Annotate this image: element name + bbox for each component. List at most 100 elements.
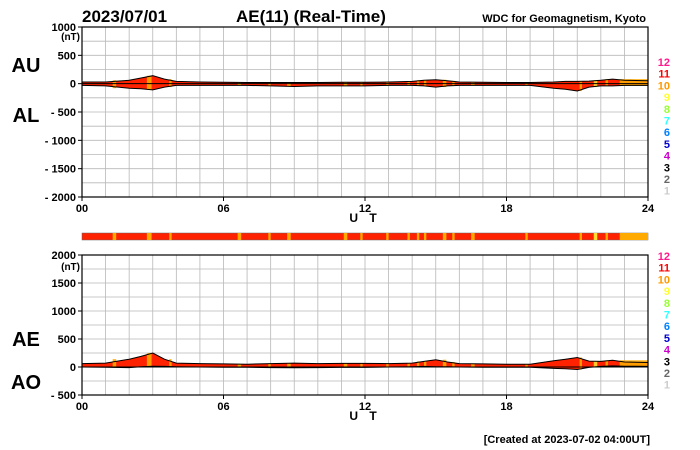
y-tick-label: - 500 — [51, 390, 76, 402]
station-count-label: 5 — [664, 139, 670, 151]
station-bar-block — [442, 233, 447, 240]
data-fill-band — [452, 361, 455, 367]
series-line-au — [82, 75, 649, 83]
data-fill-band — [169, 79, 172, 88]
station-bar-block — [169, 233, 172, 240]
data-fill-band — [169, 359, 172, 367]
data-fill-band — [146, 353, 152, 367]
y-tick-label: 500 — [58, 50, 76, 62]
station-bar-block — [343, 233, 348, 240]
station-bar-block — [360, 233, 363, 240]
station-count-label: 9 — [664, 92, 670, 104]
data-fill-band — [579, 357, 582, 370]
unit-label-bottom: (nT) — [61, 262, 80, 273]
data-fill-band — [593, 361, 598, 368]
x-tick-label: 00 — [76, 401, 88, 413]
data-fill-band — [386, 363, 389, 368]
station-count-label: 8 — [664, 104, 670, 116]
series-line-ae — [81, 352, 649, 365]
data-fill-band — [268, 363, 271, 368]
station-count-label: 12 — [658, 57, 670, 69]
y-tick-label: 0 — [70, 362, 76, 374]
x-tick-label: 06 — [217, 203, 229, 215]
station-bar-block — [619, 233, 648, 240]
x-tick-label: 24 — [642, 203, 655, 215]
x-axis-label-top: U T — [349, 211, 380, 225]
station-bar-block — [112, 233, 117, 240]
station-bar-block — [237, 233, 242, 240]
data-fill-band — [579, 81, 582, 92]
station-bar-base — [81, 232, 649, 241]
source-label: WDC for Geomagnetism, Kyoto — [482, 13, 646, 25]
station-count-label: 6 — [664, 321, 670, 333]
data-fill-band — [416, 80, 420, 86]
station-count-label: 1 — [664, 186, 670, 198]
x-tick-label: 12 — [359, 401, 371, 413]
station-count-label: 10 — [658, 274, 670, 286]
station-count-bar — [81, 232, 649, 241]
station-count-label: 2 — [664, 174, 670, 186]
station-bar-block — [471, 233, 475, 240]
data-fill-band — [343, 363, 348, 368]
data-fill-band — [237, 363, 242, 368]
data-fill-band — [525, 364, 528, 368]
au-label: AU — [12, 55, 41, 77]
station-count-label: 11 — [658, 263, 670, 275]
data-fill-band — [407, 363, 410, 367]
station-bar-block — [268, 233, 271, 240]
data-fill-area — [82, 353, 648, 370]
station-bar-block — [386, 233, 389, 240]
y-tick-label: 1000 — [52, 306, 76, 318]
unit-label-top: (nT) — [61, 32, 80, 43]
station-count-label: 4 — [664, 151, 671, 163]
y-tick-label: - 500 — [51, 107, 76, 119]
station-bar-block — [407, 233, 410, 240]
station-count-label: 8 — [664, 298, 670, 310]
data-fill-band — [619, 360, 648, 367]
data-fill-band — [287, 82, 291, 87]
data-fill-band — [416, 361, 420, 367]
ao-label: AO — [11, 372, 41, 394]
x-tick-label: 00 — [76, 203, 88, 215]
station-bar-block — [146, 233, 152, 240]
y-tick-label: 0 — [70, 79, 76, 91]
chart-date: 2023/07/01 — [82, 7, 167, 26]
data-fill-band — [146, 75, 152, 90]
data-fill-band — [605, 79, 608, 86]
y-tick-label: - 1000 — [45, 135, 76, 147]
created-timestamp: [Created at 2023-07-02 04:00UT] — [484, 434, 651, 446]
x-tick-label: 06 — [217, 401, 229, 413]
al-label: AL — [13, 105, 40, 127]
series-line-al — [81, 84, 648, 92]
data-fill-band — [112, 359, 117, 368]
ae-label: AE — [12, 329, 40, 351]
station-bar-block — [416, 233, 420, 240]
station-bar-block — [605, 233, 608, 240]
data-fill-band — [605, 360, 608, 367]
data-fill-band — [423, 80, 427, 86]
data-fill-band — [287, 363, 291, 368]
data-fill-band — [360, 363, 363, 368]
station-count-label: 9 — [664, 286, 670, 298]
x-tick-label: 18 — [500, 203, 512, 215]
chart-title: AE(11) (Real-Time) — [236, 7, 386, 26]
station-count-label: 7 — [664, 116, 670, 128]
station-count-label: 4 — [664, 345, 671, 357]
x-tick-label: 12 — [359, 203, 371, 215]
station-bar-block — [593, 233, 598, 240]
y-tick-label: 1500 — [52, 278, 76, 290]
station-count-label: 3 — [664, 356, 670, 368]
x-axis-label-bottom: U T — [349, 409, 380, 423]
station-count-label: 10 — [658, 80, 670, 92]
station-bar-block — [423, 233, 427, 240]
data-fill-band — [471, 363, 475, 368]
y-tick-label: 500 — [58, 334, 76, 346]
y-tick-label: 2000 — [52, 250, 76, 262]
station-count-label: 7 — [664, 310, 670, 322]
station-count-label: 5 — [664, 333, 670, 345]
station-bar-block — [287, 233, 291, 240]
